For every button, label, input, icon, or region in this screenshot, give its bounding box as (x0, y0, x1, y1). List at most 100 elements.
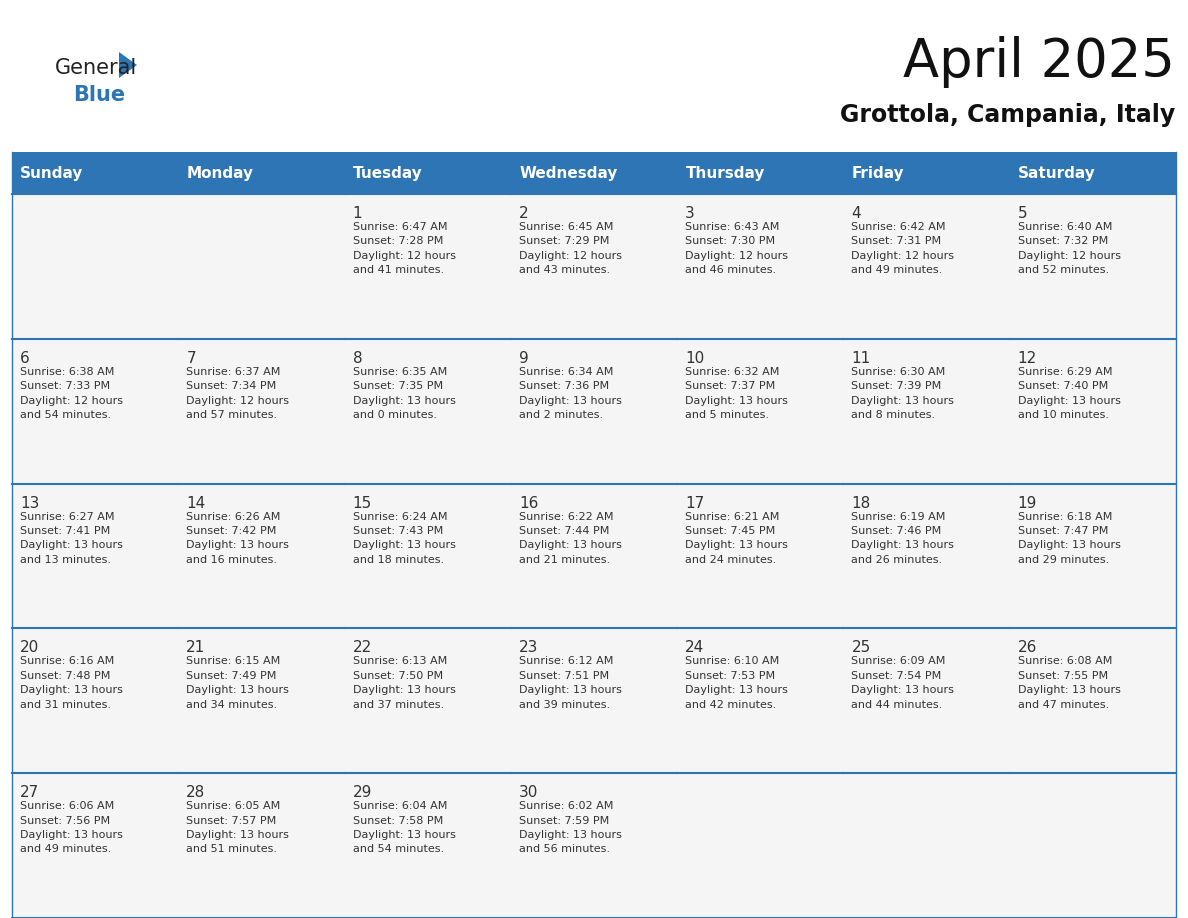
Bar (178, 484, 345, 629)
Text: 17: 17 (685, 496, 704, 510)
Text: 11: 11 (852, 351, 871, 365)
Bar (843, 773, 1010, 918)
Text: Sunrise: 6:32 AM
Sunset: 7:37 PM
Daylight: 13 hours
and 5 minutes.: Sunrise: 6:32 AM Sunset: 7:37 PM Dayligh… (685, 367, 788, 420)
Bar (12, 484, 178, 629)
Text: 24: 24 (685, 641, 704, 655)
Text: 16: 16 (519, 496, 538, 510)
Text: 8: 8 (353, 351, 362, 365)
Text: Sunrise: 6:37 AM
Sunset: 7:34 PM
Daylight: 12 hours
and 57 minutes.: Sunrise: 6:37 AM Sunset: 7:34 PM Dayligh… (187, 367, 290, 420)
Text: Sunrise: 6:12 AM
Sunset: 7:51 PM
Daylight: 13 hours
and 39 minutes.: Sunrise: 6:12 AM Sunset: 7:51 PM Dayligh… (519, 656, 621, 710)
Bar (511, 773, 677, 918)
Text: 6: 6 (20, 351, 30, 365)
Text: Sunrise: 6:43 AM
Sunset: 7:30 PM
Daylight: 12 hours
and 46 minutes.: Sunrise: 6:43 AM Sunset: 7:30 PM Dayligh… (685, 222, 788, 275)
Bar (843, 194, 1010, 339)
Bar (178, 629, 345, 773)
Text: Sunrise: 6:04 AM
Sunset: 7:58 PM
Daylight: 13 hours
and 54 minutes.: Sunrise: 6:04 AM Sunset: 7:58 PM Dayligh… (353, 801, 455, 855)
Text: Sunrise: 6:22 AM
Sunset: 7:44 PM
Daylight: 13 hours
and 21 minutes.: Sunrise: 6:22 AM Sunset: 7:44 PM Dayligh… (519, 511, 621, 565)
Text: Sunday: Sunday (20, 166, 83, 182)
Bar (511, 194, 677, 339)
Bar (1010, 484, 1176, 629)
Bar (178, 773, 345, 918)
Text: 22: 22 (353, 641, 372, 655)
Text: Sunrise: 6:15 AM
Sunset: 7:49 PM
Daylight: 13 hours
and 34 minutes.: Sunrise: 6:15 AM Sunset: 7:49 PM Dayligh… (187, 656, 289, 710)
Text: Friday: Friday (852, 166, 904, 182)
Text: Tuesday: Tuesday (353, 166, 423, 182)
Text: April 2025: April 2025 (903, 36, 1175, 88)
Bar (178, 339, 345, 484)
Bar (1010, 629, 1176, 773)
Text: Wednesday: Wednesday (519, 166, 618, 182)
Text: Sunrise: 6:21 AM
Sunset: 7:45 PM
Daylight: 13 hours
and 24 minutes.: Sunrise: 6:21 AM Sunset: 7:45 PM Dayligh… (685, 511, 788, 565)
Text: Sunrise: 6:42 AM
Sunset: 7:31 PM
Daylight: 12 hours
and 49 minutes.: Sunrise: 6:42 AM Sunset: 7:31 PM Dayligh… (852, 222, 954, 275)
Text: Sunrise: 6:45 AM
Sunset: 7:29 PM
Daylight: 12 hours
and 43 minutes.: Sunrise: 6:45 AM Sunset: 7:29 PM Dayligh… (519, 222, 621, 275)
Bar (843, 484, 1010, 629)
Text: 7: 7 (187, 351, 196, 365)
Text: Sunrise: 6:09 AM
Sunset: 7:54 PM
Daylight: 13 hours
and 44 minutes.: Sunrise: 6:09 AM Sunset: 7:54 PM Dayligh… (852, 656, 954, 710)
Text: General: General (55, 58, 138, 78)
Text: Sunrise: 6:05 AM
Sunset: 7:57 PM
Daylight: 13 hours
and 51 minutes.: Sunrise: 6:05 AM Sunset: 7:57 PM Dayligh… (187, 801, 289, 855)
Bar (843, 152, 1010, 194)
Text: Monday: Monday (187, 166, 253, 182)
Bar (677, 484, 843, 629)
Polygon shape (119, 52, 137, 78)
Text: 3: 3 (685, 206, 695, 221)
Bar (1010, 152, 1176, 194)
Text: Sunrise: 6:47 AM
Sunset: 7:28 PM
Daylight: 12 hours
and 41 minutes.: Sunrise: 6:47 AM Sunset: 7:28 PM Dayligh… (353, 222, 455, 275)
Text: Sunrise: 6:38 AM
Sunset: 7:33 PM
Daylight: 12 hours
and 54 minutes.: Sunrise: 6:38 AM Sunset: 7:33 PM Dayligh… (20, 367, 124, 420)
Bar (677, 339, 843, 484)
Bar (345, 484, 511, 629)
Text: Sunrise: 6:06 AM
Sunset: 7:56 PM
Daylight: 13 hours
and 49 minutes.: Sunrise: 6:06 AM Sunset: 7:56 PM Dayligh… (20, 801, 122, 855)
Text: 19: 19 (1018, 496, 1037, 510)
Text: 9: 9 (519, 351, 529, 365)
Text: Sunrise: 6:08 AM
Sunset: 7:55 PM
Daylight: 13 hours
and 47 minutes.: Sunrise: 6:08 AM Sunset: 7:55 PM Dayligh… (1018, 656, 1120, 710)
Text: Saturday: Saturday (1018, 166, 1095, 182)
Bar (1010, 339, 1176, 484)
Text: Grottola, Campania, Italy: Grottola, Campania, Italy (840, 103, 1175, 127)
Text: Sunrise: 6:40 AM
Sunset: 7:32 PM
Daylight: 12 hours
and 52 minutes.: Sunrise: 6:40 AM Sunset: 7:32 PM Dayligh… (1018, 222, 1120, 275)
Text: Sunrise: 6:13 AM
Sunset: 7:50 PM
Daylight: 13 hours
and 37 minutes.: Sunrise: 6:13 AM Sunset: 7:50 PM Dayligh… (353, 656, 455, 710)
Bar (345, 194, 511, 339)
Bar (345, 629, 511, 773)
Bar (511, 152, 677, 194)
Text: Thursday: Thursday (685, 166, 765, 182)
Text: 20: 20 (20, 641, 39, 655)
Text: 4: 4 (852, 206, 861, 221)
Bar (12, 152, 178, 194)
Bar (511, 629, 677, 773)
Text: 2: 2 (519, 206, 529, 221)
Text: 23: 23 (519, 641, 538, 655)
Text: 18: 18 (852, 496, 871, 510)
Bar (843, 339, 1010, 484)
Bar (178, 194, 345, 339)
Bar (178, 152, 345, 194)
Text: Sunrise: 6:29 AM
Sunset: 7:40 PM
Daylight: 13 hours
and 10 minutes.: Sunrise: 6:29 AM Sunset: 7:40 PM Dayligh… (1018, 367, 1120, 420)
Bar (1010, 773, 1176, 918)
Text: Blue: Blue (72, 85, 125, 105)
Text: Sunrise: 6:30 AM
Sunset: 7:39 PM
Daylight: 13 hours
and 8 minutes.: Sunrise: 6:30 AM Sunset: 7:39 PM Dayligh… (852, 367, 954, 420)
Text: 25: 25 (852, 641, 871, 655)
Bar (677, 773, 843, 918)
Text: Sunrise: 6:10 AM
Sunset: 7:53 PM
Daylight: 13 hours
and 42 minutes.: Sunrise: 6:10 AM Sunset: 7:53 PM Dayligh… (685, 656, 788, 710)
Bar (511, 484, 677, 629)
Text: Sunrise: 6:18 AM
Sunset: 7:47 PM
Daylight: 13 hours
and 29 minutes.: Sunrise: 6:18 AM Sunset: 7:47 PM Dayligh… (1018, 511, 1120, 565)
Text: 28: 28 (187, 785, 206, 800)
Bar (345, 339, 511, 484)
Bar (511, 339, 677, 484)
Text: 14: 14 (187, 496, 206, 510)
Text: Sunrise: 6:24 AM
Sunset: 7:43 PM
Daylight: 13 hours
and 18 minutes.: Sunrise: 6:24 AM Sunset: 7:43 PM Dayligh… (353, 511, 455, 565)
Text: 5: 5 (1018, 206, 1028, 221)
Text: Sunrise: 6:35 AM
Sunset: 7:35 PM
Daylight: 13 hours
and 0 minutes.: Sunrise: 6:35 AM Sunset: 7:35 PM Dayligh… (353, 367, 455, 420)
Bar (843, 629, 1010, 773)
Text: Sunrise: 6:26 AM
Sunset: 7:42 PM
Daylight: 13 hours
and 16 minutes.: Sunrise: 6:26 AM Sunset: 7:42 PM Dayligh… (187, 511, 289, 565)
Bar (12, 629, 178, 773)
Bar (345, 152, 511, 194)
Text: 27: 27 (20, 785, 39, 800)
Bar (1010, 194, 1176, 339)
Text: Sunrise: 6:02 AM
Sunset: 7:59 PM
Daylight: 13 hours
and 56 minutes.: Sunrise: 6:02 AM Sunset: 7:59 PM Dayligh… (519, 801, 621, 855)
Bar (345, 773, 511, 918)
Text: 26: 26 (1018, 641, 1037, 655)
Text: Sunrise: 6:27 AM
Sunset: 7:41 PM
Daylight: 13 hours
and 13 minutes.: Sunrise: 6:27 AM Sunset: 7:41 PM Dayligh… (20, 511, 122, 565)
Text: Sunrise: 6:16 AM
Sunset: 7:48 PM
Daylight: 13 hours
and 31 minutes.: Sunrise: 6:16 AM Sunset: 7:48 PM Dayligh… (20, 656, 122, 710)
Text: 21: 21 (187, 641, 206, 655)
Bar (12, 773, 178, 918)
